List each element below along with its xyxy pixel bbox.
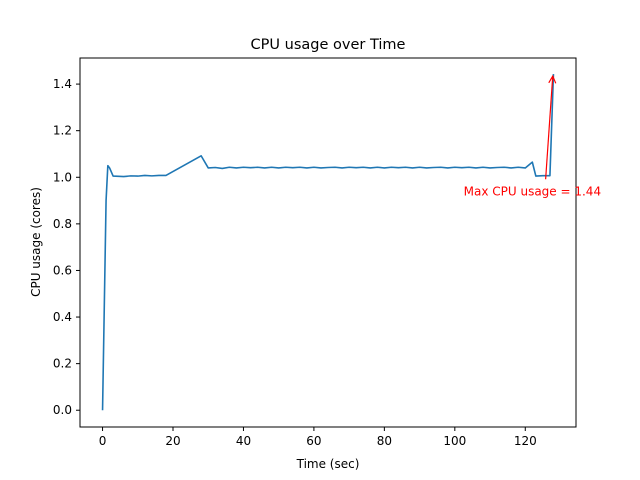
max-cpu-annotation: Max CPU usage = 1.44 — [464, 184, 601, 198]
y-tick-label: 0.4 — [53, 310, 72, 324]
y-tick-label: 0.2 — [53, 357, 72, 371]
chart-title: CPU usage over Time — [251, 37, 406, 53]
plot-area — [76, 57, 577, 431]
y-axis-label: CPU usage (cores) — [29, 187, 43, 297]
x-axis-label: Time (sec) — [296, 457, 360, 471]
x-tick-label: 20 — [165, 434, 180, 448]
x-tick-label: 80 — [377, 434, 392, 448]
axes-frame — [79, 57, 577, 428]
x-tick-label: 0 — [99, 434, 107, 448]
y-tick-label: 1.4 — [53, 77, 72, 91]
y-tick-label: 0.0 — [53, 403, 72, 417]
x-tick-label: 60 — [306, 434, 321, 448]
x-tick-label: 40 — [236, 434, 251, 448]
x-tick-label: 120 — [514, 434, 537, 448]
y-tick-label: 1.0 — [53, 170, 72, 184]
y-tick-label: 0.8 — [53, 217, 72, 231]
y-tick-label: 0.6 — [53, 263, 72, 277]
y-tick-label: 1.2 — [53, 124, 72, 138]
x-tick-label: 100 — [443, 434, 466, 448]
annotation-arrow-head — [548, 74, 557, 84]
annotation-arrow-line — [545, 76, 554, 180]
series-line-0 — [101, 74, 555, 411]
